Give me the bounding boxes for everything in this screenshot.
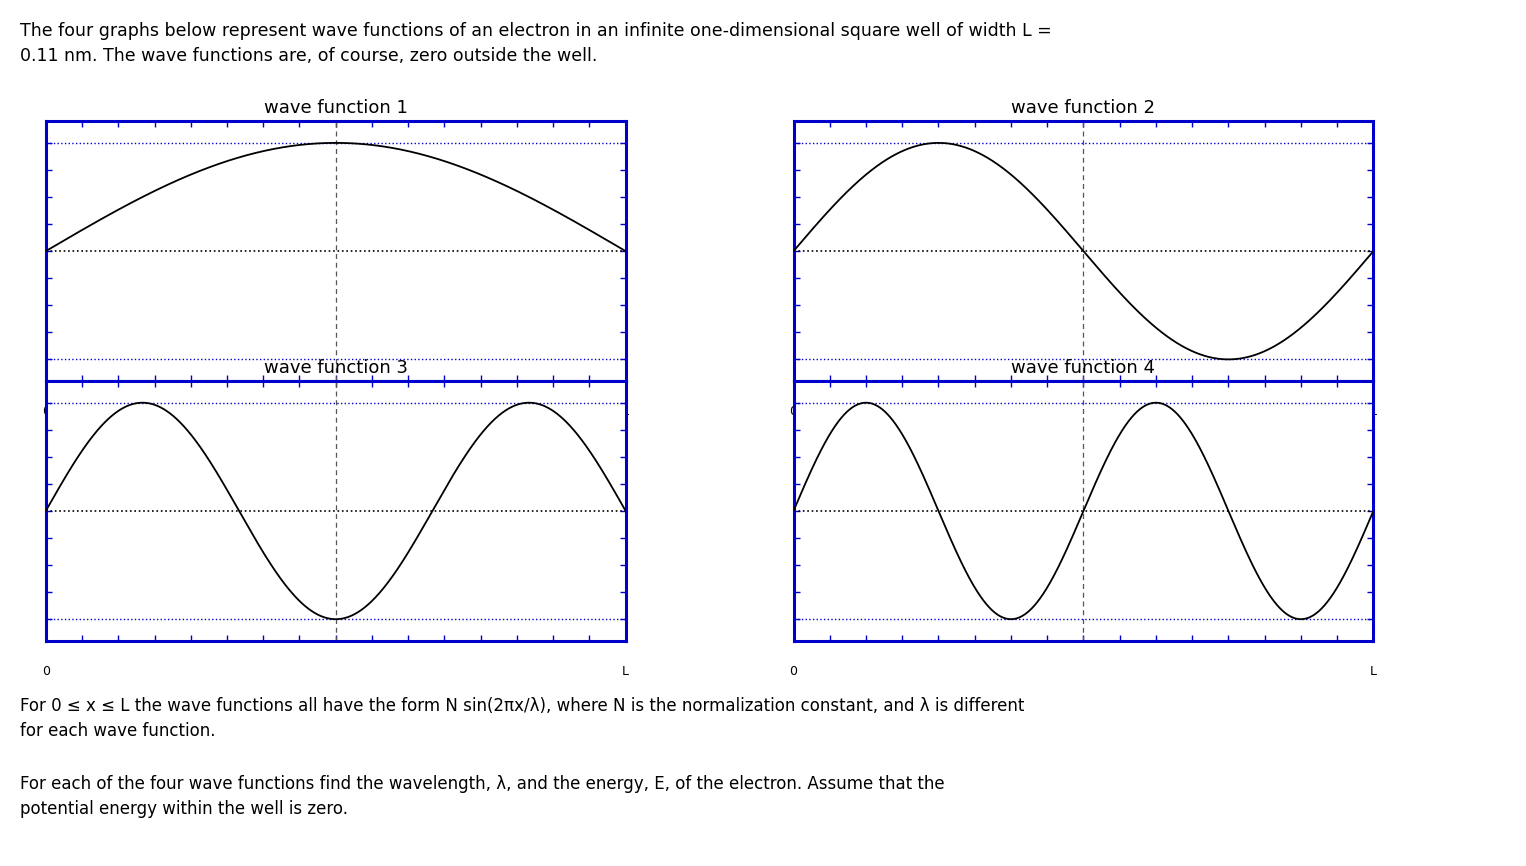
Text: 0: 0 <box>789 665 798 678</box>
Text: L: L <box>623 665 629 678</box>
Text: L: L <box>1370 404 1376 418</box>
Text: 0: 0 <box>41 665 50 678</box>
Title: wave function 4: wave function 4 <box>1012 359 1155 377</box>
Title: wave function 2: wave function 2 <box>1012 99 1155 117</box>
Text: For 0 ≤ x ≤ L the wave functions all have the form N sin(2πx/λ), where N is the : For 0 ≤ x ≤ L the wave functions all hav… <box>20 697 1024 740</box>
Text: L: L <box>1370 665 1376 678</box>
Text: 0: 0 <box>41 404 50 418</box>
Text: The four graphs below represent wave functions of an electron in an infinite one: The four graphs below represent wave fun… <box>20 22 1051 65</box>
Title: wave function 1: wave function 1 <box>264 99 407 117</box>
Text: L: L <box>623 404 629 418</box>
Title: wave function 3: wave function 3 <box>264 359 407 377</box>
Text: 0: 0 <box>789 404 798 418</box>
Text: For each of the four wave functions find the wavelength, λ, and the energy, E, o: For each of the four wave functions find… <box>20 775 945 818</box>
